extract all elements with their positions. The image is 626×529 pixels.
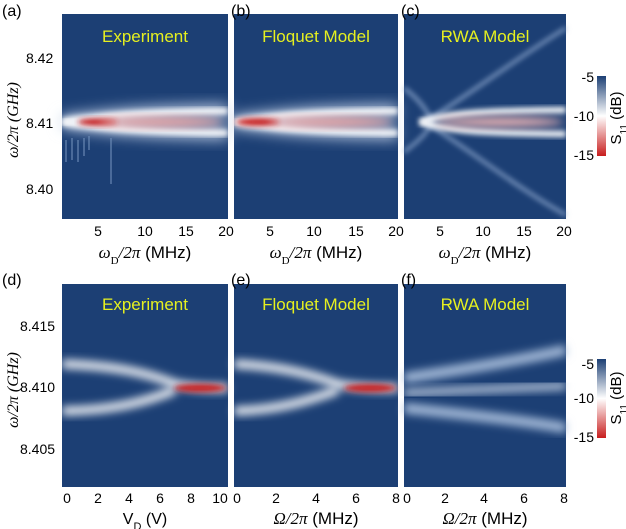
x-tick-b-15: 15 xyxy=(348,223,364,239)
panel-title-b: Floquet Model xyxy=(262,27,370,46)
panel-b-red-dip xyxy=(236,118,280,126)
panel-f-ridge-upper xyxy=(403,345,568,383)
x-tick-f-0: 0 xyxy=(403,490,411,506)
x-tick-a-5: 5 xyxy=(94,223,102,239)
panel-a-ridge-lower xyxy=(61,120,229,136)
x-tick-c-20: 20 xyxy=(556,223,572,239)
x-tick-c-10: 10 xyxy=(475,223,491,239)
colorbar-top: -5 -10 -15 S11 (dB) xyxy=(574,69,626,163)
x-tick-f-2: 2 xyxy=(441,490,449,506)
colorbar-bottom-gradient xyxy=(597,359,606,438)
x-axis-title-a: ωD/2π (MHz) xyxy=(99,243,192,267)
x-tick-f-6: 6 xyxy=(520,490,528,506)
panel-e-ridges xyxy=(233,360,399,415)
y-tick-label-top-842: 8.42 xyxy=(26,50,53,66)
panel-d-ridge-lower xyxy=(61,386,177,415)
colorbar-bottom: -5 -10 -15 S11 (dB) xyxy=(574,356,626,445)
colorbar-bottom-label: S11 (dB) xyxy=(608,372,626,425)
colorbar-top-label: S11 (dB) xyxy=(608,92,626,145)
x-axis-title-c: ωD/2π (MHz) xyxy=(439,243,532,267)
panel-label-b: (b) xyxy=(231,3,251,20)
x-axis-title-d: VD (V) xyxy=(123,511,167,529)
y-tick-label-bottom-8405: 8.405 xyxy=(20,441,55,457)
x-tick-e-8: 8 xyxy=(392,490,400,506)
x-tick-f-8: 8 xyxy=(560,490,568,506)
y-tick-label-top-840: 8.40 xyxy=(26,181,53,197)
x-tick-a-10: 10 xyxy=(137,223,153,239)
panel-f-ridge-center xyxy=(403,383,567,396)
x-tick-a-20: 20 xyxy=(218,223,234,239)
panel-title-f: RWA Model xyxy=(441,295,530,314)
panel-c-ridge-upper xyxy=(419,107,567,125)
colorbar-bottom-tick-5: -5 xyxy=(582,356,595,372)
panel-label-a: (a) xyxy=(2,3,22,20)
x-tick-d-2: 2 xyxy=(94,490,102,506)
colorbar-bottom-tick-15: -15 xyxy=(574,429,594,445)
panel-a-pink-band xyxy=(98,117,222,127)
panel-a-ridges xyxy=(61,105,229,184)
x-axis-title-b: ωD/2π (MHz) xyxy=(270,243,363,267)
panel-c-ridges xyxy=(403,26,567,217)
panel-label-c: (c) xyxy=(401,3,420,20)
x-tick-e-6: 6 xyxy=(352,490,360,506)
panel-b-ridges xyxy=(233,105,399,139)
panel-label-d: (d) xyxy=(2,272,22,289)
x-tick-b-5: 5 xyxy=(266,223,274,239)
panel-a-noise-streaks xyxy=(65,136,112,184)
panel-a-ridge-upper xyxy=(61,108,229,124)
panel-label-f: (f) xyxy=(401,272,416,289)
colorbar-bottom-tick-10: -10 xyxy=(574,390,594,406)
x-tick-e-2: 2 xyxy=(272,490,280,506)
x-tick-d-6: 6 xyxy=(156,490,164,506)
panel-e-red-dip xyxy=(344,384,396,392)
y-tick-label-top-841: 8.41 xyxy=(26,115,53,131)
x-tick-e-0: 0 xyxy=(233,490,241,506)
x-tick-d-4: 4 xyxy=(125,490,133,506)
colorbar-top-gradient xyxy=(597,76,606,156)
panel-b-pink-band xyxy=(268,117,392,127)
x-tick-f-4: 4 xyxy=(480,490,488,506)
colorbar-top-tick-10: -10 xyxy=(574,108,594,124)
panel-title-a: Experiment xyxy=(102,27,188,46)
panel-title-d: Experiment xyxy=(102,295,188,314)
panel-title-e: Floquet Model xyxy=(262,295,370,314)
x-axis-title-f: Ω/2π (MHz) xyxy=(442,509,527,528)
panel-f-ridges xyxy=(403,345,568,433)
x-tick-b-20: 20 xyxy=(388,223,404,239)
x-tick-d-10: 10 xyxy=(212,490,228,506)
panel-d-red-dip xyxy=(174,384,226,392)
x-axis-title-e: Ω/2π (MHz) xyxy=(273,509,358,528)
y-axis-title-bottom: ω/2π (GHz) xyxy=(5,352,22,428)
panel-title-c: RWA Model xyxy=(441,27,530,46)
x-tick-e-4: 4 xyxy=(312,490,320,506)
panel-label-e: (e) xyxy=(231,272,251,289)
panel-c-ridge-lower xyxy=(419,119,567,137)
x-tick-d-8: 8 xyxy=(187,490,195,506)
x-tick-a-15: 15 xyxy=(178,223,194,239)
x-tick-d-0: 0 xyxy=(63,490,71,506)
panel-c-fan-lines xyxy=(403,26,567,217)
x-tick-c-5: 5 xyxy=(436,223,444,239)
panel-d-ridges xyxy=(61,360,229,415)
panel-e-ridge-lower xyxy=(233,386,340,415)
panel-f-ridge-lower xyxy=(403,403,567,433)
x-tick-c-15: 15 xyxy=(516,223,532,239)
y-tick-label-bottom-8410: 8.410 xyxy=(20,379,55,395)
colorbar-top-tick-15: -15 xyxy=(574,147,594,163)
colorbar-top-tick-5: -5 xyxy=(582,69,595,85)
y-axis-title-top: ω/2π (GHz) xyxy=(5,82,22,158)
panel-c-pink-band xyxy=(436,117,564,127)
y-tick-label-bottom-8415: 8.415 xyxy=(20,318,55,334)
x-tick-b-10: 10 xyxy=(306,223,322,239)
